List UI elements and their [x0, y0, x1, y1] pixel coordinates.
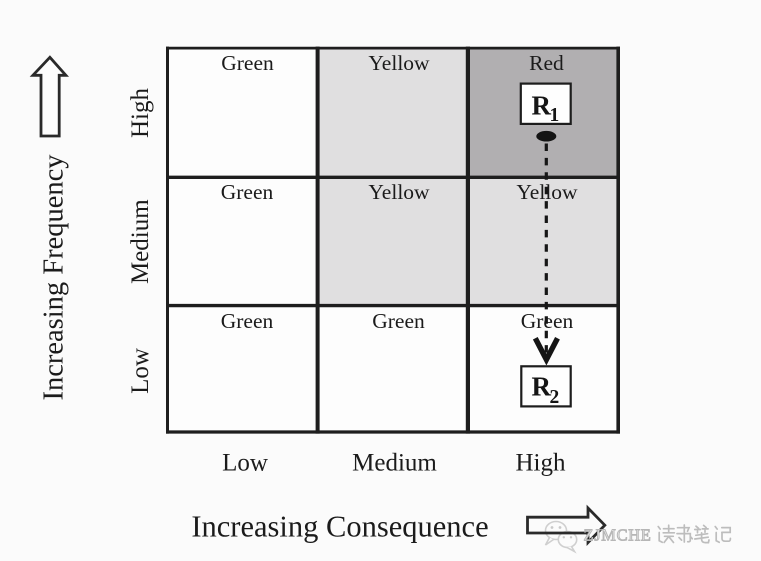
svg-text:R: R — [532, 372, 552, 402]
svg-text:Red: Red — [529, 51, 564, 75]
svg-text:Increasing Frequency: Increasing Frequency — [39, 154, 70, 401]
svg-text:High: High — [127, 88, 154, 139]
svg-text:Green: Green — [221, 51, 274, 75]
svg-text:2: 2 — [550, 387, 560, 408]
svg-text:Low: Low — [222, 450, 268, 477]
svg-text:ZJMCHE: ZJMCHE — [584, 526, 652, 545]
svg-text:1: 1 — [550, 105, 560, 126]
svg-text:Medium: Medium — [127, 199, 154, 284]
svg-text:High: High — [516, 450, 567, 477]
svg-text:Increasing Consequence: Increasing Consequence — [191, 510, 488, 544]
svg-text:Green: Green — [372, 309, 425, 333]
svg-text:Green: Green — [221, 309, 274, 333]
svg-text:Low: Low — [127, 348, 154, 394]
svg-text:Green: Green — [221, 180, 274, 204]
svg-text:Medium: Medium — [352, 450, 437, 477]
svg-text:Yellow: Yellow — [368, 51, 430, 75]
svg-text:Yellow: Yellow — [368, 180, 430, 204]
svg-text:R: R — [532, 91, 552, 121]
